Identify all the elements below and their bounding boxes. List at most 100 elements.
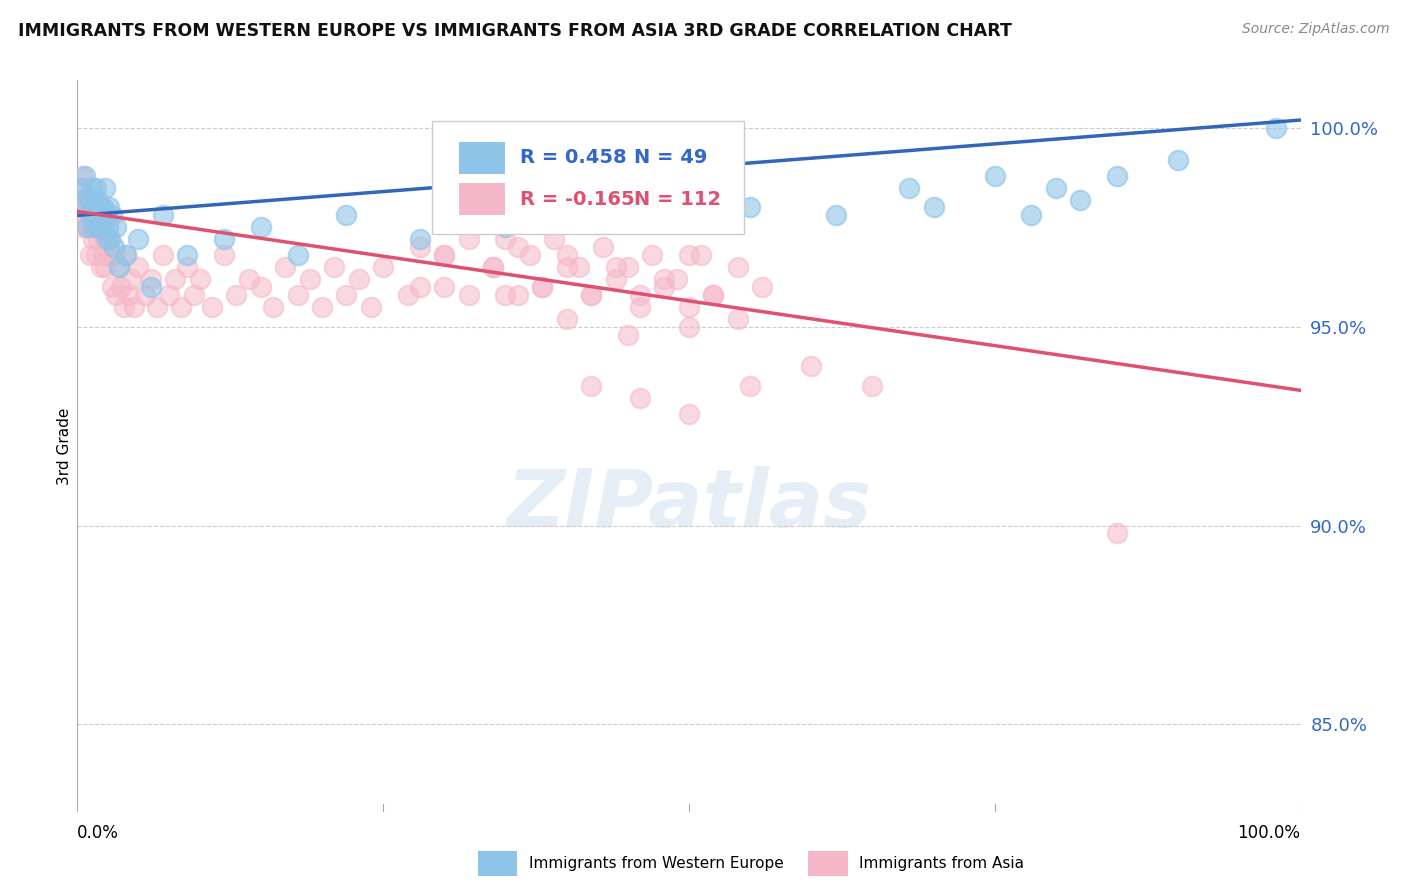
Point xyxy=(139,272,162,286)
Point xyxy=(617,260,640,274)
Point xyxy=(90,260,112,274)
Point xyxy=(409,240,432,254)
Point xyxy=(128,260,150,274)
Point xyxy=(91,201,114,215)
Point xyxy=(579,379,602,393)
Y-axis label: 3rd Grade: 3rd Grade xyxy=(56,408,72,484)
Point xyxy=(105,220,128,235)
Point xyxy=(519,248,541,262)
Point xyxy=(70,201,93,215)
Point xyxy=(678,300,700,314)
Point xyxy=(740,201,762,215)
Point xyxy=(128,232,150,246)
Point xyxy=(1069,193,1091,207)
Point xyxy=(727,260,749,274)
Point xyxy=(100,280,122,294)
Point xyxy=(77,188,100,202)
Point xyxy=(115,248,138,262)
Point xyxy=(90,220,112,235)
Point xyxy=(495,232,517,246)
Point xyxy=(678,319,700,334)
Text: ZIPatlas: ZIPatlas xyxy=(506,466,872,543)
Point xyxy=(80,220,103,235)
Point xyxy=(457,232,479,246)
Point xyxy=(201,300,224,314)
Point xyxy=(80,209,103,223)
Point xyxy=(409,280,432,294)
Point xyxy=(628,392,651,406)
Text: IMMIGRANTS FROM WESTERN EUROPE VS IMMIGRANTS FROM ASIA 3RD GRADE CORRELATION CHA: IMMIGRANTS FROM WESTERN EUROPE VS IMMIGR… xyxy=(18,22,1012,40)
Point xyxy=(568,260,591,274)
Point xyxy=(800,359,823,374)
Point xyxy=(87,232,110,246)
Point xyxy=(183,288,205,302)
Point xyxy=(73,193,96,207)
Point xyxy=(1107,526,1129,541)
Point xyxy=(898,180,921,194)
Point xyxy=(225,288,247,302)
Point xyxy=(506,288,529,302)
Point xyxy=(740,379,762,393)
Point xyxy=(83,209,105,223)
Point xyxy=(617,327,640,342)
Point xyxy=(482,260,505,274)
FancyBboxPatch shape xyxy=(432,120,744,234)
Point xyxy=(531,280,554,294)
Point xyxy=(134,288,156,302)
Point xyxy=(80,209,103,223)
Point xyxy=(90,201,112,215)
Point xyxy=(605,272,627,286)
Point xyxy=(79,248,101,262)
Point xyxy=(592,240,614,254)
Point xyxy=(86,220,108,235)
Point xyxy=(555,260,578,274)
Point xyxy=(86,209,108,223)
Point xyxy=(262,300,284,314)
Point xyxy=(98,232,121,246)
Point xyxy=(495,288,517,302)
Point xyxy=(70,180,93,194)
Point xyxy=(274,260,297,274)
Point xyxy=(100,209,122,223)
Point xyxy=(97,248,120,262)
Point xyxy=(165,272,187,286)
Point xyxy=(360,300,382,314)
Text: R = 0.458: R = 0.458 xyxy=(520,148,627,168)
Point xyxy=(371,260,394,274)
Point xyxy=(250,220,273,235)
Point xyxy=(1045,180,1067,194)
Point xyxy=(152,248,174,262)
Point xyxy=(80,180,103,194)
Point xyxy=(82,232,104,246)
Point xyxy=(120,272,142,286)
Text: 100.0%: 100.0% xyxy=(1237,823,1301,842)
Point xyxy=(250,280,273,294)
Point xyxy=(495,220,517,235)
Point xyxy=(72,201,94,215)
Point xyxy=(654,280,676,294)
Point xyxy=(238,272,260,286)
Text: Immigrants from Western Europe: Immigrants from Western Europe xyxy=(529,856,783,871)
Point xyxy=(75,209,97,223)
Point xyxy=(678,407,700,421)
Point xyxy=(91,248,114,262)
Point xyxy=(605,260,627,274)
Point xyxy=(89,220,111,235)
Text: 0.0%: 0.0% xyxy=(77,823,120,842)
Point xyxy=(347,272,370,286)
Text: R = -0.165: R = -0.165 xyxy=(520,190,634,209)
Point xyxy=(139,280,162,294)
Point xyxy=(298,272,321,286)
Point xyxy=(94,260,117,274)
Point xyxy=(628,288,651,302)
Point xyxy=(122,300,145,314)
Point xyxy=(84,248,107,262)
Point xyxy=(727,311,749,326)
Point xyxy=(89,209,111,223)
Point xyxy=(84,180,107,194)
Point xyxy=(1265,120,1288,135)
Point xyxy=(76,220,98,235)
Point xyxy=(98,232,121,246)
Point xyxy=(335,209,357,223)
Point xyxy=(482,260,505,274)
